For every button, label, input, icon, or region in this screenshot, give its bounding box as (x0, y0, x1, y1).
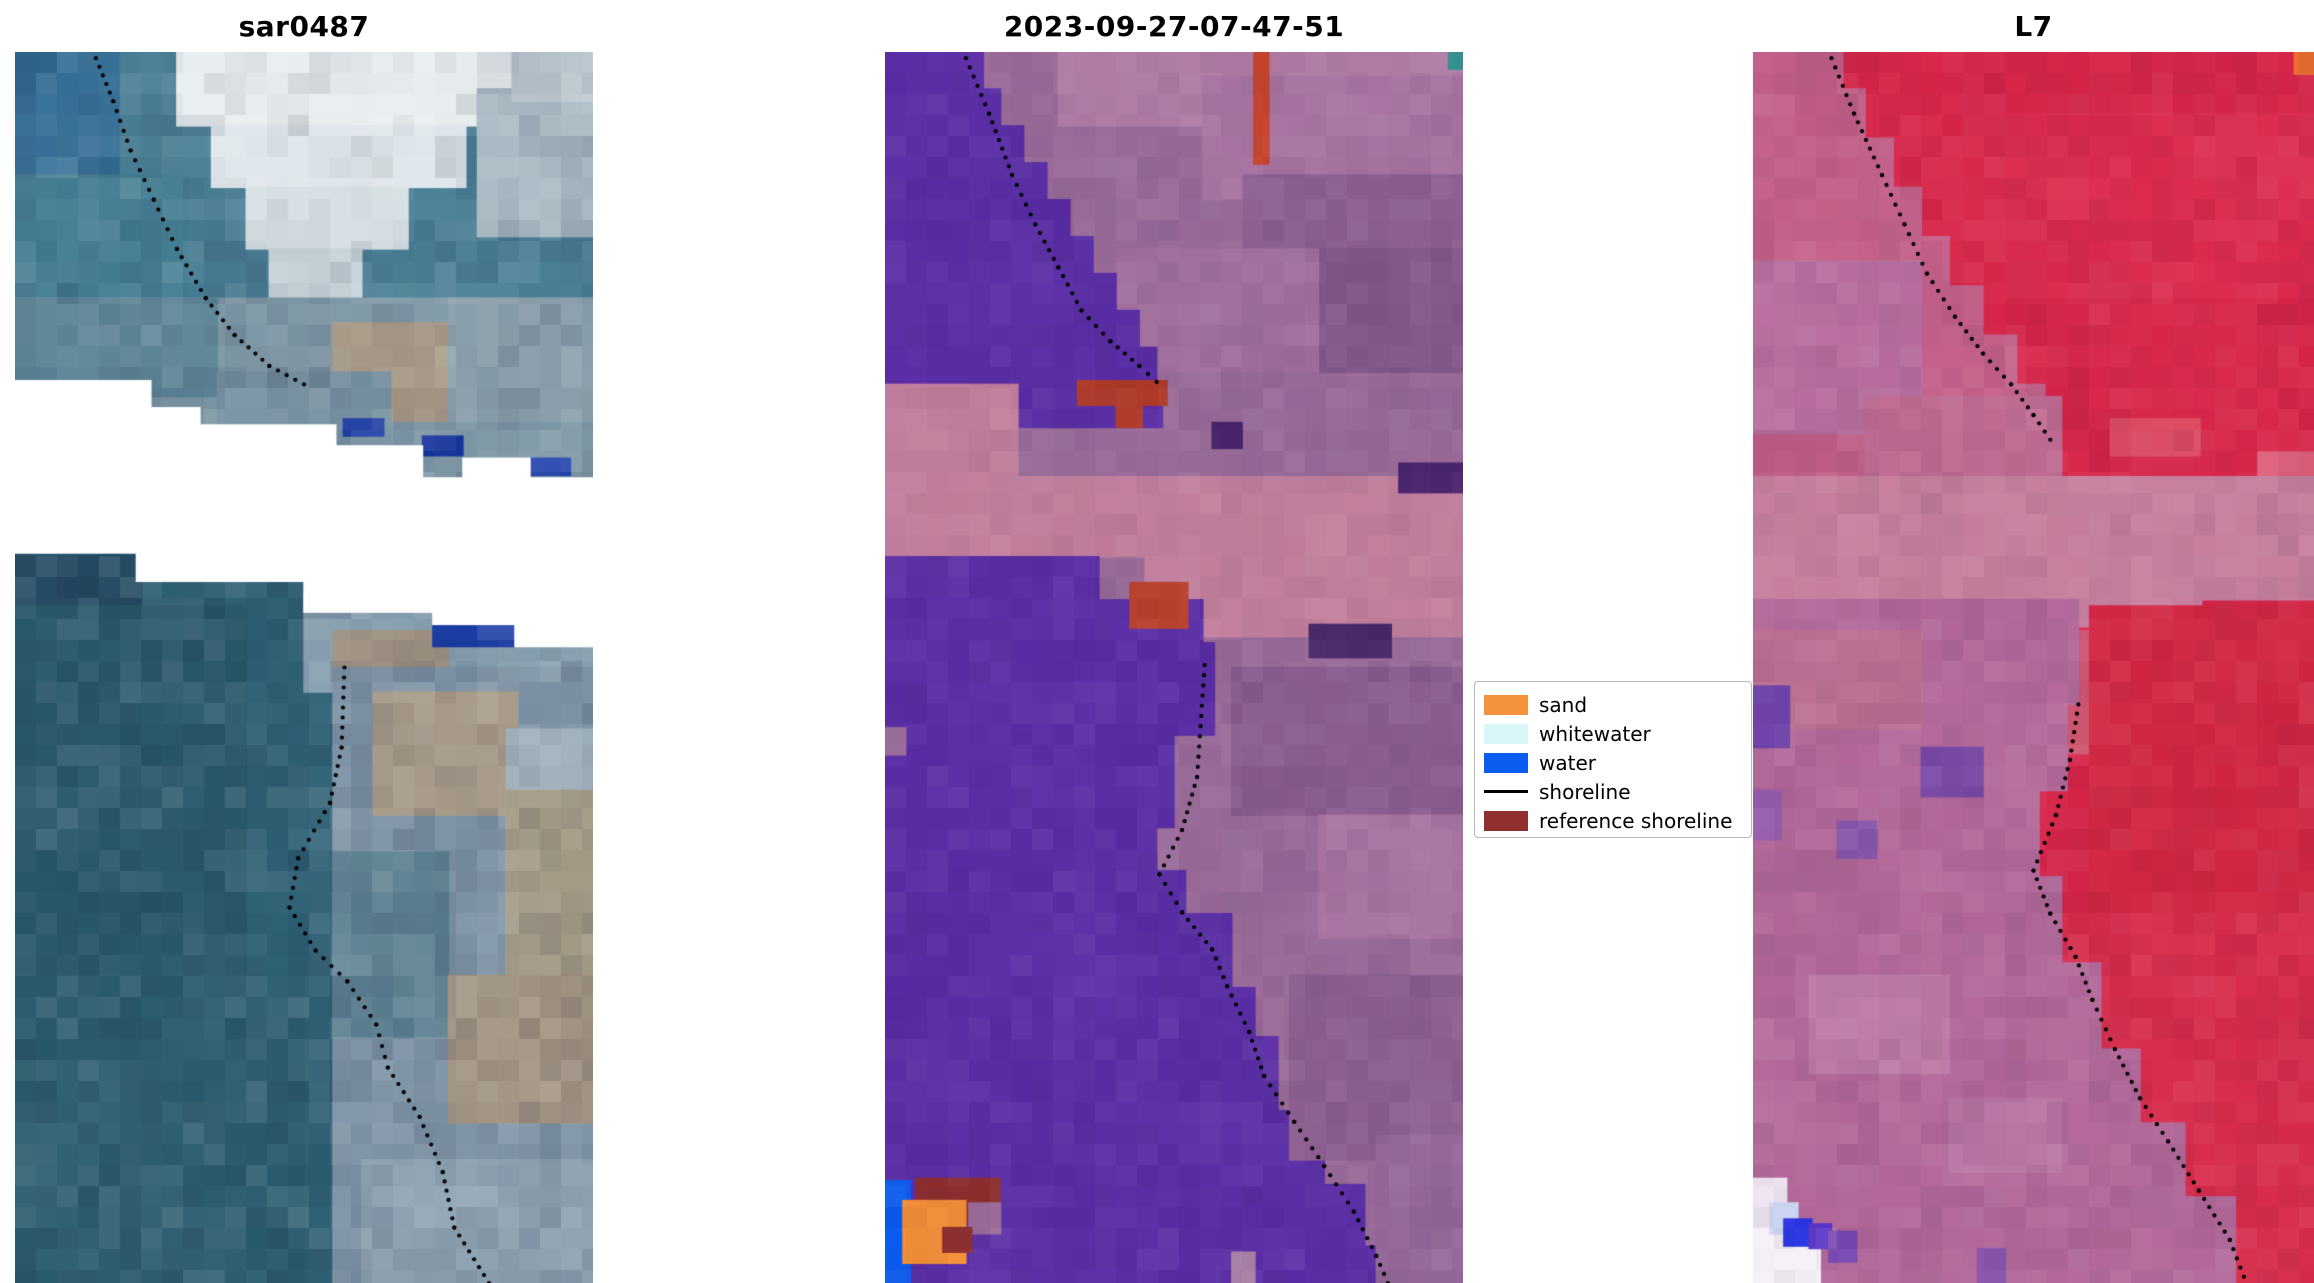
legend-label-reference-shoreline: reference shoreline (1539, 808, 1733, 833)
legend-entry-water: water (1484, 748, 1751, 777)
panel-title-date: 2023-09-27-07-47-51 (1003, 10, 1345, 43)
legend-label-shoreline: shoreline (1539, 779, 1631, 804)
water-swatch (1484, 752, 1528, 773)
reference-shoreline-swatch (1484, 810, 1528, 831)
classified-image-panel (885, 52, 1463, 1283)
legend-label-water: water (1539, 750, 1596, 775)
legend: sand whitewater water shoreline referenc… (1474, 681, 1752, 838)
sand-swatch (1484, 694, 1528, 715)
sar-image-panel (15, 52, 593, 1283)
l7-image-panel (1753, 52, 2314, 1283)
panel-title-sar0487: sar0487 (238, 10, 370, 43)
shoreline-line-swatch (1484, 790, 1528, 793)
legend-entry-whitewater: whitewater (1484, 719, 1751, 748)
legend-label-sand: sand (1539, 692, 1588, 717)
legend-entry-shoreline: shoreline (1484, 777, 1751, 806)
panel-title-l7: L7 (2014, 10, 2053, 43)
legend-entry-sand: sand (1484, 690, 1751, 719)
legend-label-whitewater: whitewater (1539, 721, 1651, 746)
whitewater-swatch (1484, 723, 1528, 744)
legend-entry-reference-shoreline: reference shoreline (1484, 806, 1751, 835)
